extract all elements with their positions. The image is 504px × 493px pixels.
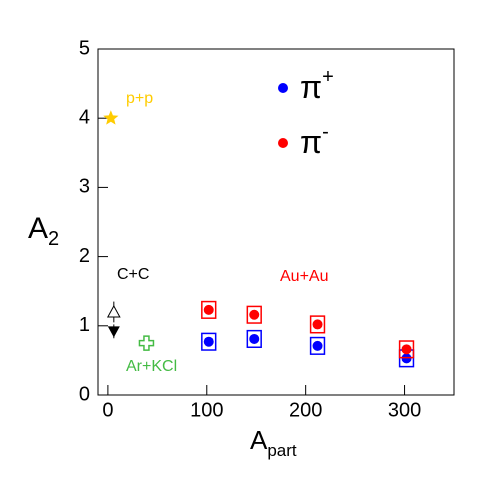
x-tick-label: 0 bbox=[102, 399, 113, 421]
legend-marker bbox=[278, 83, 288, 93]
marker bbox=[138, 335, 155, 351]
marker bbox=[107, 326, 120, 338]
y-label-sub: 2 bbox=[48, 228, 59, 250]
y-tick-label: 0 bbox=[79, 383, 90, 405]
y-axis-title: A2 bbox=[28, 212, 59, 250]
x-tick-label: 100 bbox=[190, 399, 223, 421]
sys-box bbox=[201, 300, 217, 319]
marker bbox=[103, 110, 119, 125]
plot-frame bbox=[97, 48, 455, 396]
y-tick-label: 3 bbox=[79, 176, 90, 198]
legend-name: π bbox=[300, 124, 322, 160]
y-tick-label: 5 bbox=[79, 37, 90, 59]
sys-box bbox=[246, 329, 262, 349]
legend-label: π+ bbox=[300, 66, 334, 105]
sys-box bbox=[309, 315, 326, 334]
legend-name: π bbox=[300, 69, 322, 105]
x-tick-label: 200 bbox=[289, 399, 322, 421]
legend-sup: - bbox=[322, 121, 329, 143]
marker bbox=[401, 344, 412, 355]
y-tick-label: 2 bbox=[79, 245, 90, 267]
legend-sup: + bbox=[322, 66, 334, 88]
y-tick-label: 4 bbox=[79, 106, 90, 128]
legend-marker bbox=[278, 138, 288, 148]
annotation: Au+Au bbox=[280, 268, 328, 285]
x-label-sub: part bbox=[267, 441, 297, 460]
sys-box bbox=[309, 336, 326, 355]
annotation: Ar+KCl bbox=[126, 358, 177, 375]
marker bbox=[312, 340, 323, 351]
marker bbox=[106, 304, 121, 318]
sys-box bbox=[246, 305, 262, 324]
marker bbox=[249, 333, 260, 344]
annotation: C+C bbox=[117, 266, 149, 283]
x-tick-label: 300 bbox=[388, 399, 421, 421]
marker bbox=[249, 309, 260, 320]
sys-box bbox=[201, 332, 217, 351]
marker bbox=[203, 336, 214, 347]
marker bbox=[312, 319, 323, 330]
y-tick-label: 1 bbox=[79, 314, 90, 336]
marker bbox=[203, 304, 214, 315]
y-label: A bbox=[28, 212, 48, 245]
x-axis-title: Apart bbox=[250, 425, 297, 461]
annotation: p+p bbox=[126, 90, 153, 107]
x-label: A bbox=[250, 425, 268, 455]
sys-box bbox=[398, 340, 415, 359]
legend-label: π- bbox=[300, 121, 329, 160]
